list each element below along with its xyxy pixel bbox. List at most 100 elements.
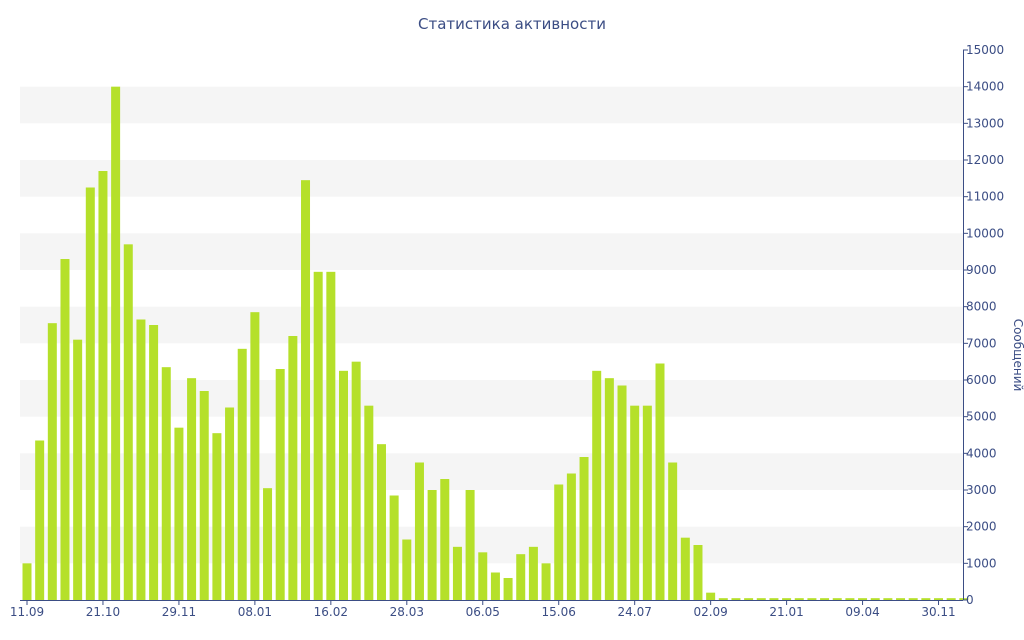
y-tick-label: 4000 bbox=[966, 446, 997, 460]
bar bbox=[60, 259, 70, 600]
bar bbox=[579, 457, 589, 600]
bar bbox=[782, 598, 792, 600]
x-tick-label: 06.05 bbox=[466, 605, 500, 619]
y-tick-label: 9000 bbox=[966, 263, 997, 277]
bar bbox=[465, 490, 475, 600]
y-tick-label: 1000 bbox=[966, 556, 997, 570]
bar bbox=[288, 336, 298, 600]
bar bbox=[718, 598, 728, 600]
y-tick-label: 3000 bbox=[966, 483, 997, 497]
bar bbox=[73, 339, 83, 600]
bar bbox=[237, 348, 247, 600]
bar bbox=[22, 563, 32, 600]
y-tick-label: 5000 bbox=[966, 410, 997, 424]
bar bbox=[946, 598, 956, 600]
x-tick-label: 21.10 bbox=[86, 605, 120, 619]
x-tick-label: 24.07 bbox=[618, 605, 652, 619]
grid-band bbox=[20, 86, 963, 124]
bar bbox=[402, 539, 412, 600]
grid-band bbox=[20, 160, 963, 197]
x-tick-label: 30.11 bbox=[921, 605, 955, 619]
bar bbox=[376, 444, 386, 600]
bars bbox=[22, 86, 969, 601]
bar bbox=[161, 367, 171, 600]
grid-band bbox=[20, 380, 963, 417]
y-tick-label: 10000 bbox=[966, 226, 1004, 240]
bar bbox=[212, 433, 222, 600]
axes: 0 1000 2000 3000 4000 5000 6000 7000 8000 9000 100… bbox=[10, 43, 1004, 619]
y-tick-label: 11000 bbox=[966, 190, 1004, 204]
x-tick-label: 15.06 bbox=[542, 605, 576, 619]
bar bbox=[136, 319, 146, 600]
grid-band bbox=[20, 453, 963, 490]
bar bbox=[554, 484, 564, 600]
bar bbox=[225, 407, 235, 600]
bar bbox=[490, 572, 500, 600]
y-tick-label: 14000 bbox=[966, 80, 1004, 94]
grid-band bbox=[20, 306, 963, 344]
bar bbox=[680, 537, 690, 600]
bar bbox=[301, 180, 311, 601]
bar bbox=[452, 546, 462, 600]
bar bbox=[870, 598, 880, 600]
bar bbox=[604, 378, 614, 600]
bar bbox=[820, 598, 830, 600]
bar bbox=[111, 86, 121, 601]
y-axis-title: Сообщений bbox=[1011, 319, 1024, 392]
bar bbox=[98, 171, 108, 600]
bar bbox=[263, 488, 273, 600]
y-tick-label: 7000 bbox=[966, 336, 997, 350]
bar bbox=[174, 427, 184, 600]
bar bbox=[617, 385, 627, 600]
x-tick-label: 28.03 bbox=[390, 605, 424, 619]
y-tick-label: 2000 bbox=[966, 520, 997, 534]
x-tick-label: 08.01 bbox=[238, 605, 272, 619]
x-tick-label: 21.01 bbox=[769, 605, 803, 619]
bar bbox=[655, 363, 665, 600]
bar bbox=[858, 598, 868, 600]
bar bbox=[351, 361, 361, 600]
bar bbox=[832, 598, 842, 600]
bar bbox=[250, 312, 260, 600]
bar bbox=[187, 378, 197, 600]
grid-band bbox=[20, 526, 963, 564]
bar bbox=[541, 563, 551, 600]
y-tick-label: 8000 bbox=[966, 300, 997, 314]
bar bbox=[566, 473, 576, 600]
bar bbox=[149, 325, 159, 600]
grid-band bbox=[20, 233, 963, 270]
bar bbox=[414, 462, 424, 600]
grid-bands bbox=[20, 86, 963, 564]
bar bbox=[85, 187, 95, 600]
bar bbox=[744, 598, 754, 600]
bar bbox=[364, 405, 374, 600]
bar bbox=[35, 440, 45, 600]
bar bbox=[528, 546, 538, 600]
bar bbox=[794, 598, 804, 600]
x-tick-label: 16.02 bbox=[314, 605, 348, 619]
bar bbox=[440, 479, 450, 600]
bar bbox=[478, 552, 488, 600]
bar bbox=[756, 598, 766, 600]
bar bbox=[896, 598, 906, 600]
bar bbox=[389, 495, 399, 600]
bar bbox=[642, 405, 652, 600]
bar bbox=[592, 370, 602, 600]
bar bbox=[427, 490, 437, 600]
bar bbox=[503, 578, 513, 600]
x-tick-label: 29.11 bbox=[162, 605, 196, 619]
y-tick-label: 0 bbox=[966, 593, 974, 607]
bar bbox=[326, 271, 336, 600]
bar bbox=[807, 598, 817, 600]
bar bbox=[731, 598, 741, 600]
bar bbox=[516, 554, 526, 600]
x-tick-label: 09.04 bbox=[845, 605, 879, 619]
bar bbox=[883, 598, 893, 600]
bar bbox=[769, 598, 779, 600]
y-tick-label: 13000 bbox=[966, 116, 1004, 130]
y-tick-label: 12000 bbox=[966, 153, 1004, 167]
bar bbox=[668, 462, 678, 600]
bar bbox=[275, 369, 285, 600]
